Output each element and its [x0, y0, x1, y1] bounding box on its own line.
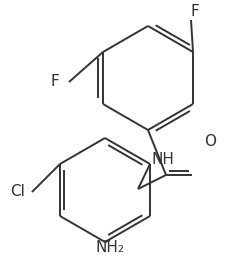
Text: O: O	[204, 134, 216, 150]
Text: NH₂: NH₂	[96, 240, 124, 256]
Text: F: F	[51, 74, 59, 90]
Text: Cl: Cl	[11, 185, 25, 199]
Text: F: F	[191, 4, 199, 20]
Text: NH: NH	[151, 152, 174, 168]
